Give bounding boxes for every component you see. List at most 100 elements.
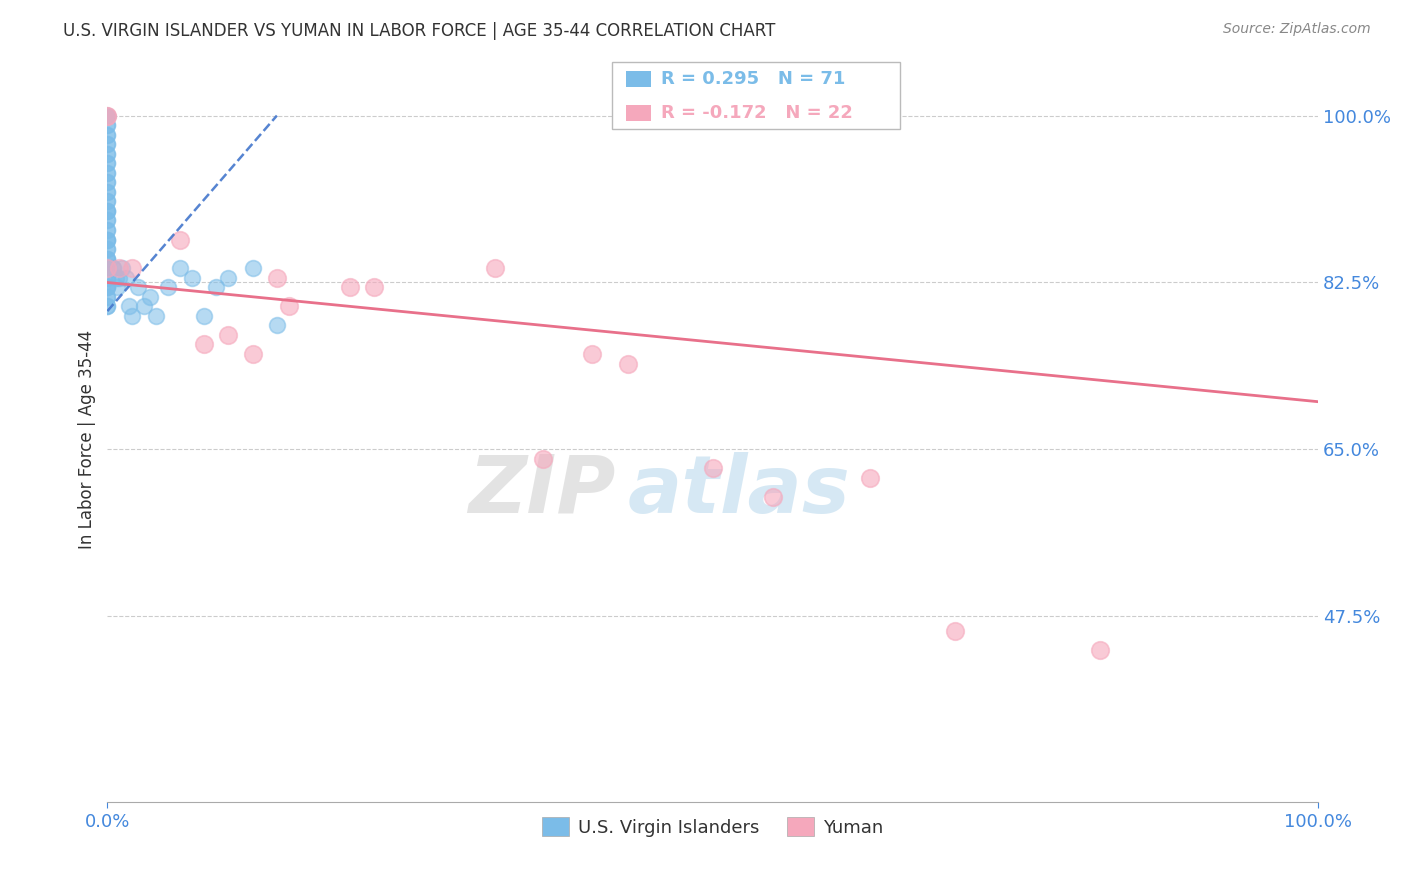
Point (96, 270, 118, 285)
Point (132, 299, 155, 313)
Point (104, 270, 127, 285)
Point (96, 156, 118, 170)
Point (96, 109, 118, 123)
Point (193, 337, 215, 351)
Point (96, 109, 118, 123)
Point (96, 194, 118, 209)
Point (96, 146, 118, 161)
Point (96, 213, 118, 227)
Point (96, 290, 118, 304)
Point (96, 261, 118, 276)
Point (702, 461, 724, 475)
Point (96, 213, 118, 227)
Point (145, 309, 167, 323)
Point (111, 261, 134, 276)
Point (96, 118, 118, 132)
Point (181, 270, 204, 285)
Point (96, 109, 118, 123)
Point (121, 261, 143, 276)
Point (96, 166, 118, 180)
Point (96, 261, 118, 276)
Point (96, 252, 118, 266)
Point (96, 242, 118, 256)
Point (96, 223, 118, 237)
Point (96, 299, 118, 313)
Point (108, 270, 131, 285)
Point (96, 109, 118, 123)
Point (96, 109, 118, 123)
Point (96, 109, 118, 123)
Point (96, 233, 118, 247)
Point (96, 185, 118, 199)
Point (103, 261, 125, 276)
Point (96, 280, 118, 294)
Point (96, 204, 118, 219)
Point (363, 280, 385, 294)
Point (96, 233, 118, 247)
Point (96, 299, 118, 313)
Point (96, 204, 118, 219)
Point (266, 318, 288, 333)
Point (617, 357, 640, 371)
Point (484, 261, 506, 276)
Y-axis label: In Labor Force | Age 35-44: In Labor Force | Age 35-44 (79, 330, 96, 549)
Point (96, 252, 118, 266)
Point (217, 327, 239, 342)
Point (96, 194, 118, 209)
Point (205, 280, 228, 294)
Point (118, 299, 141, 313)
Point (114, 270, 136, 285)
Point (242, 261, 264, 276)
Point (96, 204, 118, 219)
Point (96, 118, 118, 132)
Point (96, 175, 118, 189)
Point (96, 280, 118, 294)
Point (859, 471, 882, 485)
Point (193, 309, 215, 323)
Point (96, 146, 118, 161)
Point (105, 280, 128, 294)
Point (96, 137, 118, 152)
Point (156, 280, 179, 294)
Point (121, 309, 143, 323)
Point (103, 261, 125, 276)
Point (217, 270, 239, 285)
Point (96, 137, 118, 152)
Point (96, 109, 118, 123)
Point (169, 233, 191, 247)
Point (762, 490, 785, 504)
Point (96, 280, 118, 294)
Point (96, 242, 118, 256)
Point (96, 128, 118, 142)
Point (943, 624, 966, 638)
Text: Source: ZipAtlas.com: Source: ZipAtlas.com (1223, 22, 1371, 37)
Point (127, 280, 149, 294)
Text: R = 0.295   N = 71: R = 0.295 N = 71 (661, 70, 845, 88)
Point (581, 347, 603, 361)
Point (96, 166, 118, 180)
Text: ZIP: ZIP (468, 451, 616, 530)
Point (96, 109, 118, 123)
Legend: U.S. Virgin Islanders, Yuman: U.S. Virgin Islanders, Yuman (536, 810, 890, 844)
Point (139, 290, 162, 304)
Point (169, 261, 191, 276)
Point (266, 270, 288, 285)
Point (96, 270, 118, 285)
Point (96, 290, 118, 304)
Point (339, 280, 361, 294)
Point (242, 347, 264, 361)
Point (96, 223, 118, 237)
Point (96, 185, 118, 199)
Point (108, 261, 131, 276)
Point (278, 299, 301, 313)
Point (96, 252, 118, 266)
Point (1090, 642, 1112, 657)
Point (96, 156, 118, 170)
Text: R = -0.172   N = 22: R = -0.172 N = 22 (661, 103, 852, 121)
Point (96, 175, 118, 189)
Point (531, 451, 554, 466)
Point (96, 261, 118, 276)
Text: U.S. VIRGIN ISLANDER VS YUMAN IN LABOR FORCE | AGE 35-44 CORRELATION CHART: U.S. VIRGIN ISLANDER VS YUMAN IN LABOR F… (63, 22, 776, 40)
Point (96, 128, 118, 142)
Point (96, 233, 118, 247)
